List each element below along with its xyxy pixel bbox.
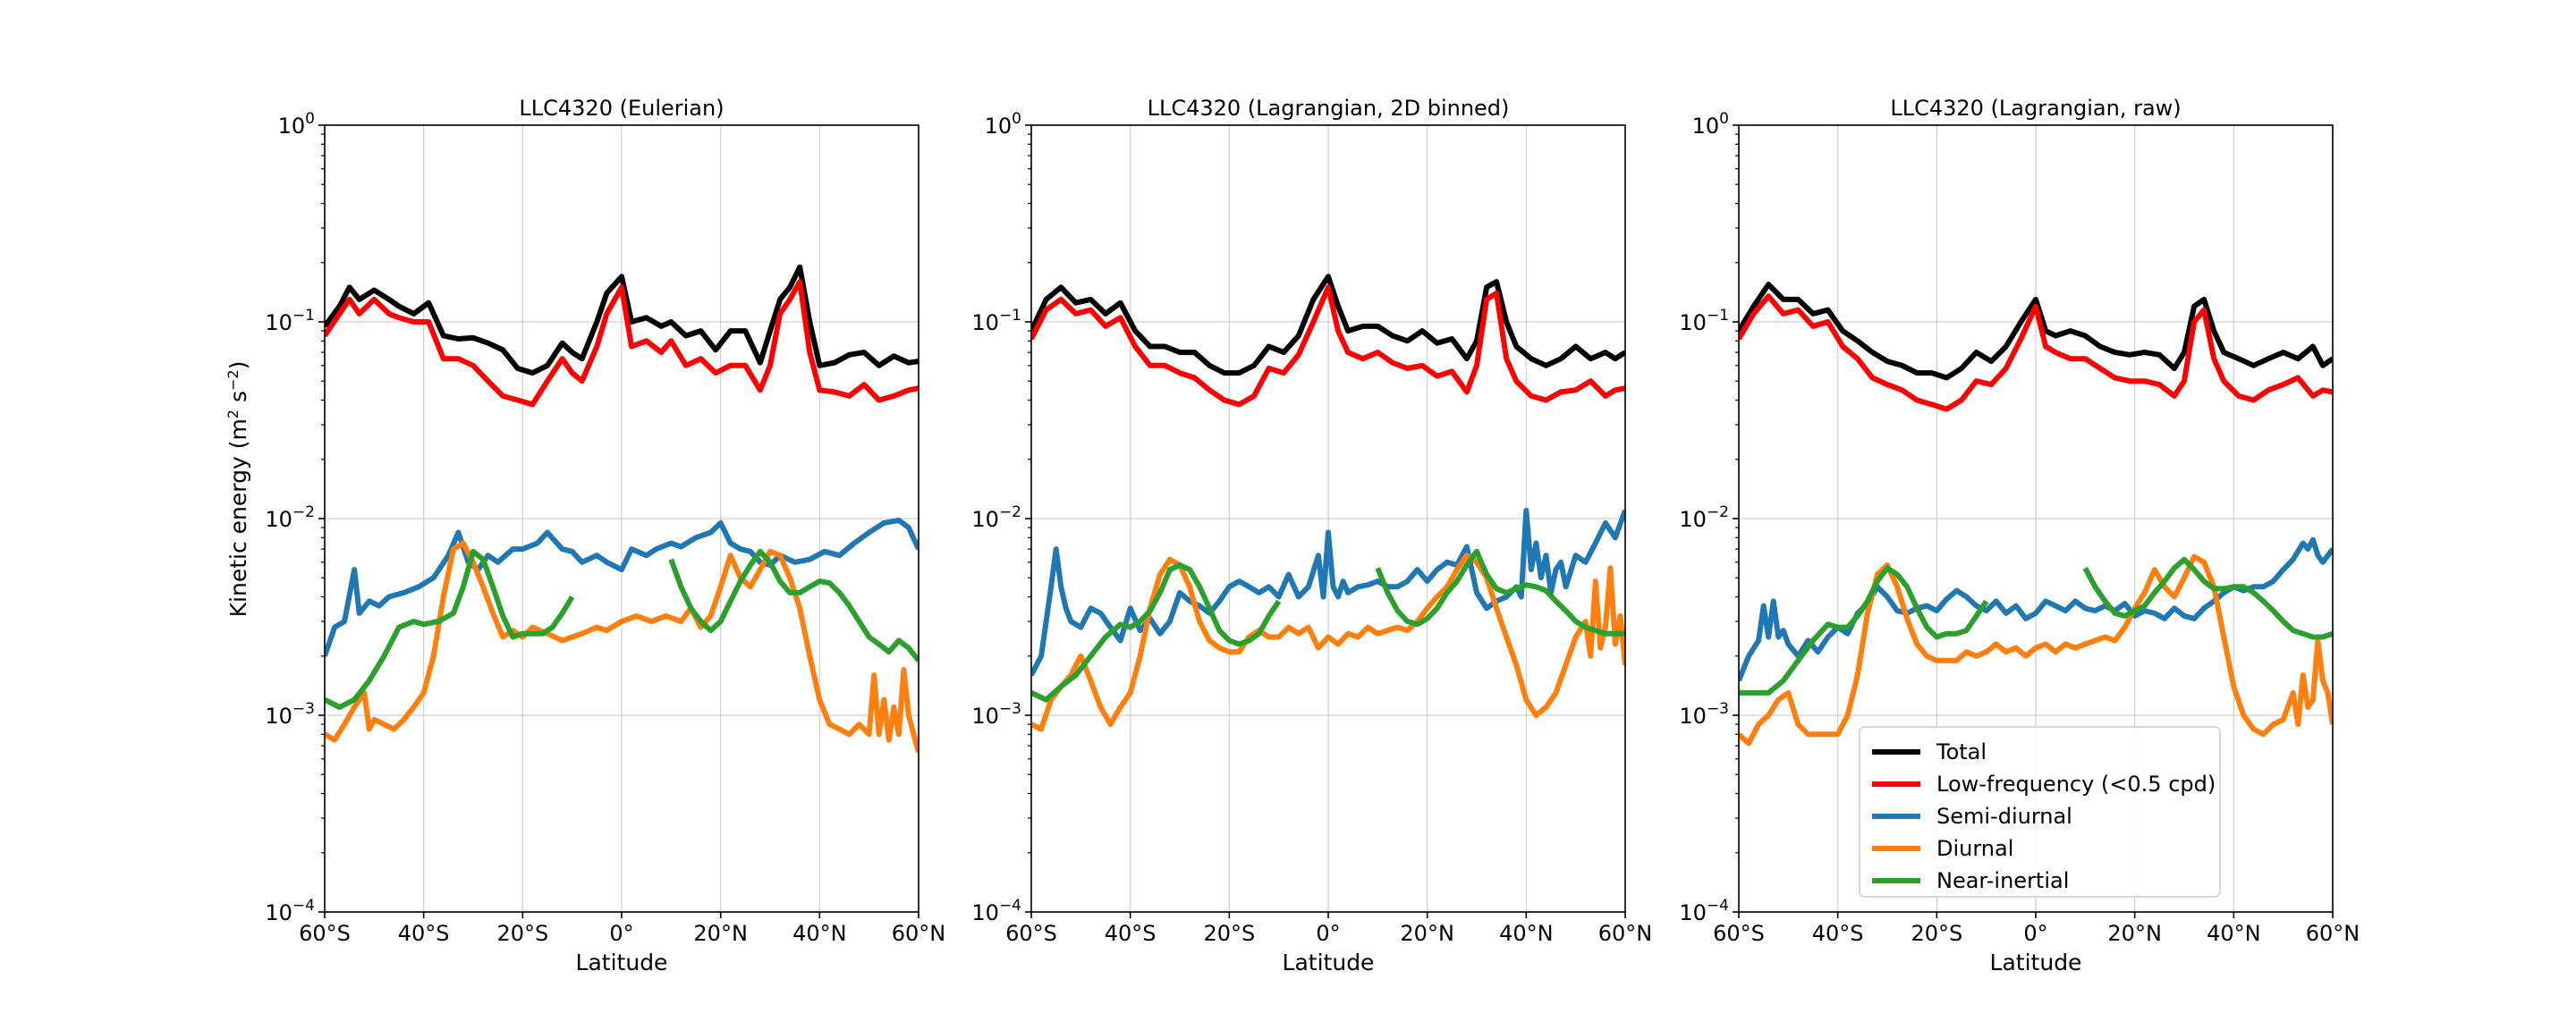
panel-2: 60°S 40°S 20°S 0° 20°N 40°N 60°N 10−4 10−3 10−2 10…	[971, 96, 1652, 975]
legend: Total Low-frequency (<0.5 cpd) Semi-diurna…	[1859, 726, 2221, 898]
x-tick-label: 40°N	[2207, 921, 2261, 946]
series-line-diurnal	[1739, 553, 2333, 747]
y-tick-label: 10−2	[971, 503, 1021, 532]
series-line-diurnal	[1031, 553, 1625, 732]
y-tick-label: 10−3	[1679, 700, 1729, 729]
x-tick-label: 20°N	[2107, 921, 2162, 946]
x-tick-label: 60°N	[892, 921, 946, 946]
x-axis-label: Latitude	[1990, 950, 2082, 975]
y-tick-label: 10−4	[265, 897, 315, 925]
x-tick-label: 20°S	[1203, 921, 1255, 946]
y-tick-label: 100	[278, 110, 315, 139]
series-line-near-inertial	[325, 548, 919, 710]
legend-label: Near-inertial	[1936, 868, 2069, 893]
legend-label: Diurnal	[1936, 836, 2013, 861]
series-line-near-inertial	[1739, 556, 2333, 696]
x-tick-label: 60°N	[1598, 921, 1653, 946]
panel-3: 60°S 40°S 20°S 0° 20°N 40°N 60°N 10−4 10−3 10−2 10…	[1679, 96, 2360, 975]
x-tick-label: 0°	[1316, 921, 1340, 946]
x-tick-label: 40°N	[792, 921, 847, 946]
y-tick-label: 10−1	[971, 307, 1021, 335]
x-tick-label: 60°S	[299, 921, 351, 946]
series-line-total	[1031, 274, 1625, 376]
panel-title: LLC4320 (Lagrangian, raw)	[1890, 96, 2181, 121]
panel-1: 60°S 40°S 20°S 0° 20°N 40°N 60°N 10−4 10−3 10−2 10…	[265, 96, 945, 975]
series-line-low-frequency-cpd	[325, 279, 919, 408]
legend-label: Total	[1936, 739, 1987, 764]
x-tick-label: 20°S	[1911, 921, 1962, 946]
legend-box	[1859, 726, 2221, 898]
series-line-near-inertial	[1031, 548, 1625, 703]
x-tick-label: 60°S	[1713, 921, 1765, 946]
series-line-total	[325, 264, 919, 376]
panels: 60°S 40°S 20°S 0° 20°N 40°N 60°N 10−4 10−3 10−2 10…	[265, 96, 2360, 975]
x-tick-label: 20°N	[693, 921, 748, 946]
panel-title: LLC4320 (Eulerian)	[519, 96, 724, 121]
x-tick-label: 20°S	[496, 921, 548, 946]
legend-label: Semi-diurnal	[1936, 804, 2072, 829]
y-tick-label: 10−2	[265, 503, 315, 532]
y-tick-label: 10−3	[265, 700, 315, 729]
x-tick-label: 40°N	[1499, 921, 1554, 946]
x-tick-label: 20°N	[1400, 921, 1454, 946]
y-tick-label: 10−1	[265, 307, 315, 335]
y-tick-label: 100	[985, 110, 1021, 139]
x-tick-label: 40°S	[1812, 921, 1864, 946]
x-tick-label: 60°S	[1005, 921, 1057, 946]
y-tick-label: 10−4	[1679, 897, 1729, 925]
series-line-low-frequency-cpd	[1031, 284, 1625, 408]
series-line-semi-diurnal	[325, 517, 919, 657]
legend-label: Low-frequency (<0.5 cpd)	[1936, 772, 2216, 797]
x-tick-label: 0°	[609, 921, 633, 946]
x-tick-label: 0°	[2023, 921, 2047, 946]
y-tick-label: 10−2	[1679, 503, 1729, 532]
series-line-semi-diurnal	[1031, 507, 1625, 677]
y-tick-label: 10−4	[971, 897, 1021, 925]
series-line-total	[1739, 282, 2333, 381]
y-tick-label: 100	[1692, 110, 1729, 139]
x-tick-label: 60°N	[2306, 921, 2360, 946]
y-axis-label: Kinetic energy (m2 s−2)	[225, 361, 252, 618]
y-tick-label: 10−3	[971, 700, 1021, 729]
x-axis-label: Latitude	[576, 950, 668, 975]
x-tick-label: 40°S	[1105, 921, 1157, 946]
y-tick-label: 10−1	[1679, 307, 1729, 335]
x-axis-label: Latitude	[1283, 950, 1375, 975]
panel-title: LLC4320 (Lagrangian, 2D binned)	[1148, 96, 1510, 121]
x-tick-label: 40°S	[398, 921, 450, 946]
series-line-low-frequency-cpd	[1739, 293, 2333, 412]
series-line-diurnal	[325, 540, 919, 753]
